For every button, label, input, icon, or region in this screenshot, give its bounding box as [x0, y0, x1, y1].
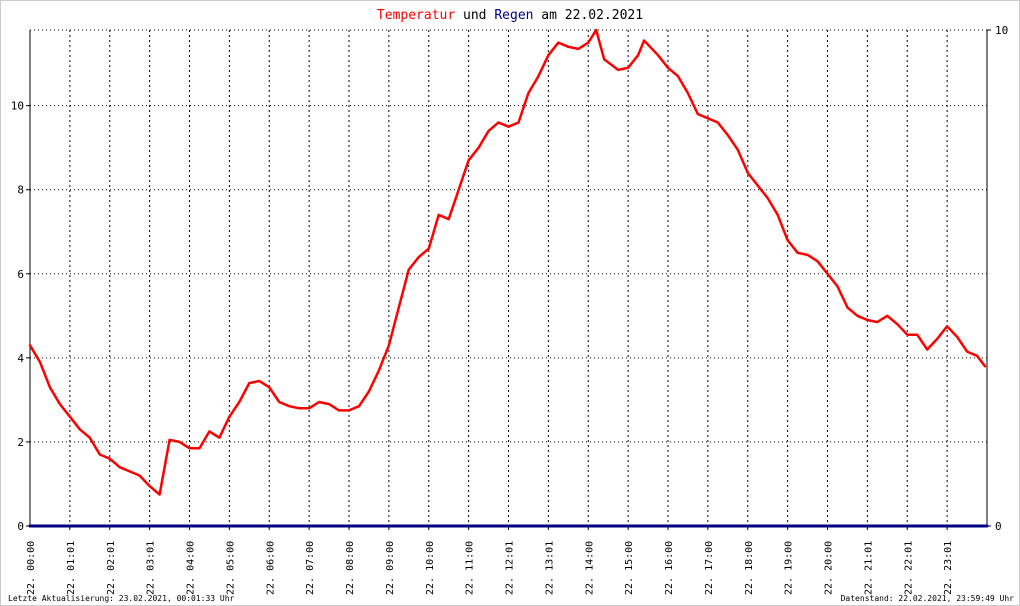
x-tick-label: 22. 05:00: [225, 541, 236, 595]
x-tick-label: 22. 07:00: [305, 541, 316, 595]
y-right-tick-label: 0: [995, 520, 1002, 533]
series-layer: [28, 28, 989, 528]
series-line-temperatur: [28, 28, 987, 496]
y-tick-label: 6: [17, 268, 24, 281]
x-tick-label: 22. 12:01: [505, 541, 516, 595]
y-tick-label: 10: [11, 100, 24, 113]
x-tick-label: 22. 00:00: [26, 541, 37, 595]
y-tick-label: 2: [17, 436, 24, 449]
x-tick-label: 22. 21:01: [863, 541, 874, 595]
y-right-tick-labels: 0 10: [995, 24, 1008, 533]
x-tick-label: 22. 14:00: [584, 541, 595, 595]
title-connector: und: [455, 8, 494, 23]
x-tick-label: 22. 08:00: [345, 541, 356, 595]
x-tick-label: 22. 04:00: [186, 541, 197, 595]
x-tick-label: 22. 20:00: [824, 541, 835, 595]
x-tick-label: 22. 23:01: [943, 541, 954, 595]
footer-last-update: Letzte Aktualisierung: 23.02.2021, 00:01…: [8, 594, 235, 603]
x-tick-label: 22. 15:00: [624, 541, 635, 595]
x-tick-labels: 22. 01:01 22. 02:01 22. 03:01 22. 04:00 22. …: [26, 541, 954, 595]
title-temperature: Temperatur: [377, 8, 455, 23]
x-tick-label: 22. 11:00: [465, 541, 476, 595]
y-tick-labels: 0 2 4 6 8 10: [11, 100, 25, 533]
title-rain: Regen: [494, 8, 533, 23]
x-tick-label: 22. 18:00: [744, 541, 755, 595]
x-tick-label: 22. 09:00: [385, 541, 396, 595]
x-tick-label: 22. 03:01: [146, 541, 157, 595]
x-tick-label: 22. 06:00: [265, 541, 276, 595]
x-tick-label: 22. 01:01: [66, 541, 77, 595]
y-tick-label: 0: [17, 520, 24, 533]
title-date: am 22.02.2021: [533, 8, 643, 23]
y-tick-label: 4: [17, 352, 24, 365]
x-tick-label: 22. 13:01: [544, 541, 555, 595]
y-tick-label: 8: [17, 184, 24, 197]
x-tick-label: 22. 22:01: [903, 541, 914, 595]
y-right-tick-label: 10: [995, 24, 1008, 37]
x-tick-label: 22. 17:00: [704, 541, 715, 595]
x-tick-label: 22. 16:00: [664, 541, 675, 595]
chart-title: Temperatur und Regen am 22.02.2021: [377, 8, 643, 23]
x-tick-label: 22. 19:00: [784, 541, 795, 595]
footer-data-status: Datenstand: 22.02.2021, 23:59:49 Uhr: [841, 594, 1015, 603]
x-tick-label: 22. 02:01: [106, 541, 117, 595]
x-tick-label: 22. 10:00: [425, 541, 436, 595]
